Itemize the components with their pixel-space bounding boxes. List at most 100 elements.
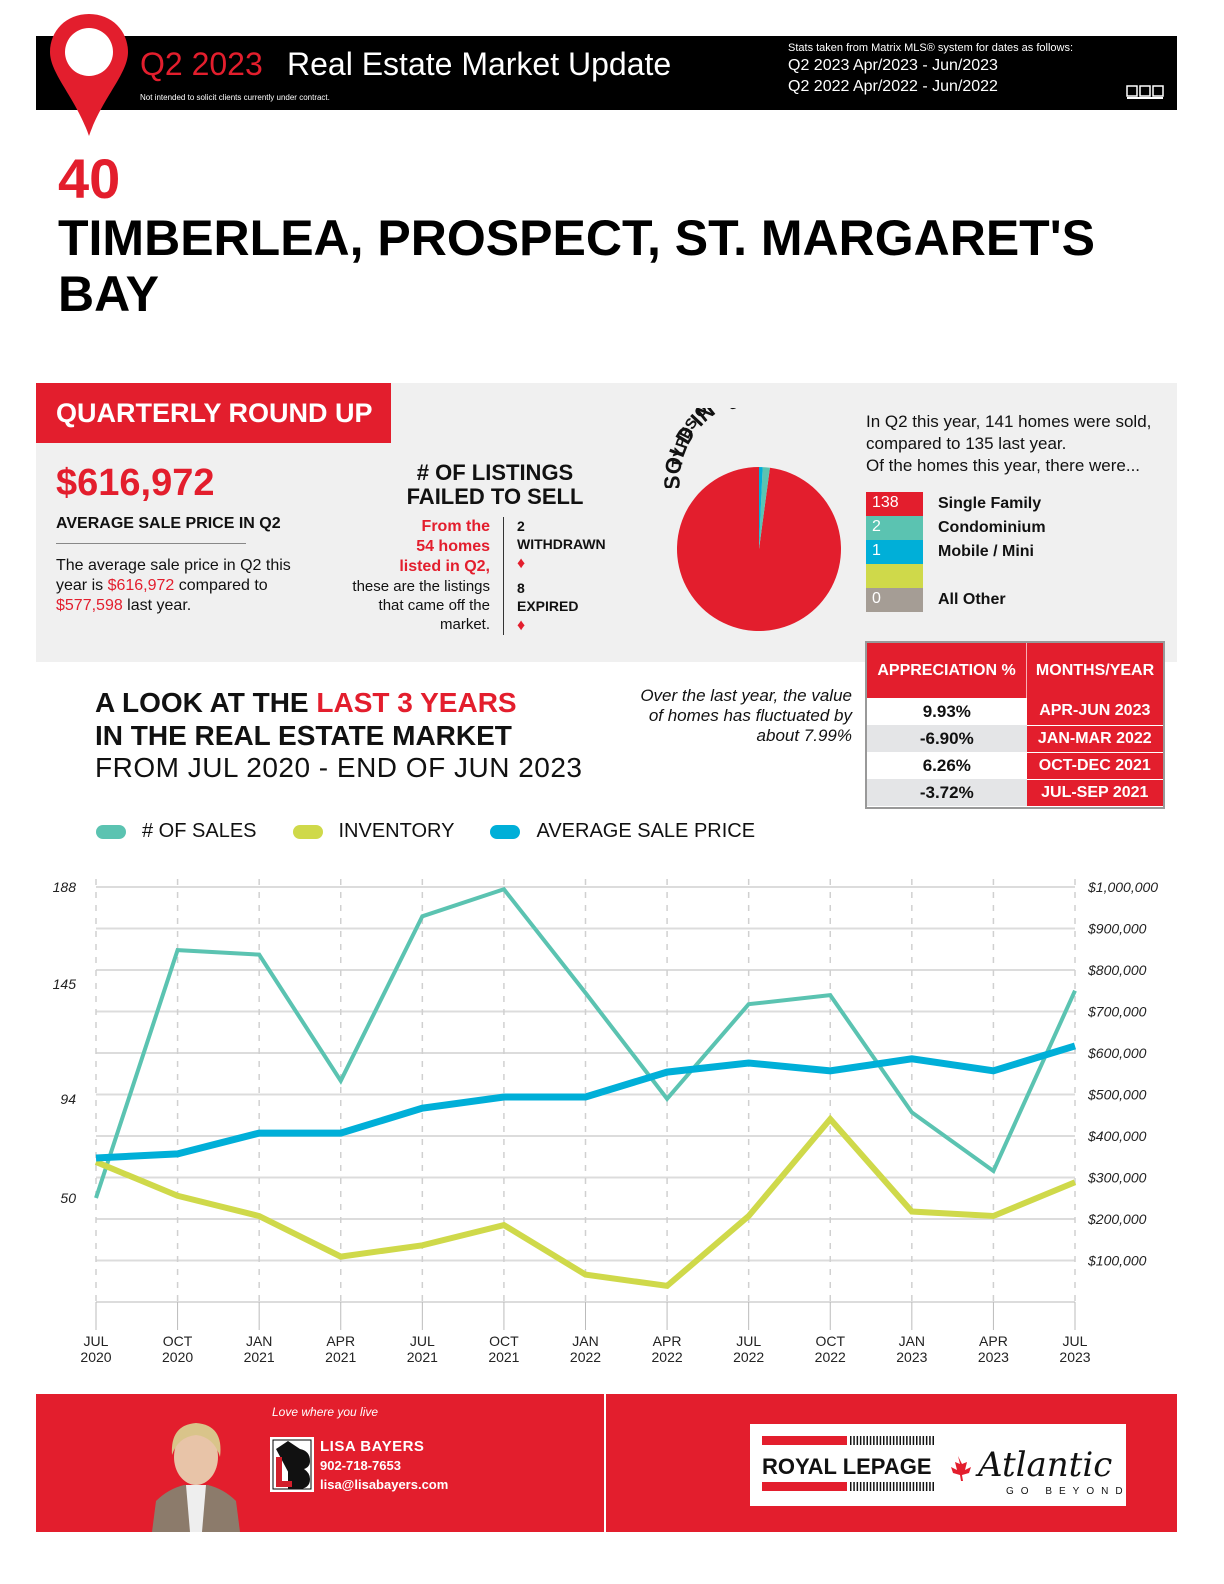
agent-logo-icon [270, 1437, 314, 1492]
y-tick-right: $800,000 [1087, 962, 1147, 978]
desc-text: The average sale price in Q2 this year i… [56, 557, 291, 594]
brokerage-logo: ROYAL LEPAGE Atlantic GO BEYOND [750, 1424, 1126, 1506]
average-price-label: AVERAGE SALE PRICE IN Q2 [56, 515, 281, 532]
agent-info: LISA BAYERS 902-718-7653 lisa@lisabayers… [320, 1437, 448, 1494]
look-title-highlight: LAST 3 YEARS [316, 687, 517, 718]
table-row: -6.90% JAN-MAR 2022 [867, 725, 1163, 753]
legend-label: AVERAGE SALE PRICE [536, 820, 756, 842]
area-name: TIMBERLEA, PROSPECT, ST. MARGARET'S BAY [58, 210, 1095, 322]
legend-item-price: AVERAGE SALE PRICE [490, 820, 755, 843]
home-type-count: 138 [866, 492, 923, 516]
y-tick-left: 145 [53, 976, 77, 992]
listings-breakdown: 2 WITHDRAWN ♦ 8 EXPIRED ♦ [517, 517, 606, 635]
listings-count: 54 homes [416, 538, 490, 555]
brand-name: ROYAL LEPAGE [762, 1454, 932, 1479]
legend-item-inventory: INVENTORY [292, 820, 454, 843]
table-row: 9.93% APR-JUN 2023 [867, 698, 1163, 726]
home-type-row: 138 Single Family [866, 492, 1046, 516]
x-tick-label: JAN [572, 1333, 598, 1349]
x-tick-label: JUL [84, 1333, 109, 1349]
home-type-row: 1 Mobile / Mini [866, 540, 1046, 564]
x-tick-label: JUL [410, 1333, 435, 1349]
x-tick-label: 2021 [488, 1349, 519, 1365]
listings-description: From the 54 homes listed in Q2, these ar… [330, 517, 490, 634]
home-type-count [866, 564, 923, 588]
table-row: -3.72% JUL-SEP 2021 [867, 779, 1163, 807]
appreciation-period: JUL-SEP 2021 [1026, 779, 1163, 807]
listings-title-line: # OF LISTINGS [416, 460, 574, 485]
area-number: 40 [58, 147, 121, 210]
sold-summary-line: Of the homes this year, there were... [866, 456, 1141, 475]
x-tick-label: 2022 [570, 1349, 601, 1365]
look-title: A LOOK AT THE LAST 3 YEARS IN THE REAL E… [95, 686, 517, 752]
diamond-icon: ♦ [517, 555, 526, 572]
y-tick-right: $300,000 [1087, 1170, 1147, 1186]
appreciation-value: -3.72% [867, 779, 1027, 806]
x-tick-label: APR [326, 1333, 355, 1349]
pie-slice-mobile-mini [759, 467, 763, 549]
x-tick-label: JAN [899, 1333, 925, 1349]
x-tick-label: OCT [489, 1333, 519, 1349]
home-type-count: 1 [866, 540, 923, 564]
brand-region: Atlantic [975, 1445, 1112, 1485]
period-current: Q2 2023 Apr/2023 - Jun/2023 [788, 57, 998, 74]
x-tick-label: 2023 [978, 1349, 1009, 1365]
fluctuation-note: Over the last year, the value of homes h… [640, 686, 852, 745]
x-tick-label: APR [979, 1333, 1008, 1349]
x-tick-label: 2020 [80, 1349, 111, 1365]
withdrawn-label: WITHDRAWN [517, 536, 606, 552]
average-price-description: The average sale price in Q2 this year i… [56, 556, 306, 616]
x-tick-label: 2021 [407, 1349, 438, 1365]
legend-swatch [292, 824, 323, 839]
x-tick-label: 2022 [815, 1349, 846, 1365]
y-tick-right: $400,000 [1087, 1128, 1147, 1144]
sold-summary-line: compared to 135 last year. [866, 434, 1067, 453]
desc-current-price: $616,972 [107, 577, 175, 594]
appreciation-value: 9.93% [922, 701, 971, 721]
y-tick-right: $900,000 [1087, 921, 1147, 937]
maple-leaf-icon [951, 1456, 971, 1481]
agent-name: LISA BAYERS [320, 1438, 425, 1455]
legend-swatch [96, 824, 126, 839]
roundup-tag: QUARTERLY ROUND UP [36, 383, 391, 443]
pie-slice-condominium [759, 467, 770, 549]
legend-label: # OF SALES [142, 820, 257, 842]
expired-count: 8 [517, 580, 525, 596]
agent-photo [152, 1423, 240, 1532]
desc-previous-price: $577,598 [56, 597, 123, 614]
legend-item-sales: # OF SALES [96, 820, 257, 843]
agent-phone[interactable]: 902-718-7653 [320, 1458, 401, 1473]
x-tick-label: 2022 [652, 1349, 683, 1365]
listings-from: From the [421, 518, 490, 535]
x-tick-label: 2020 [162, 1349, 193, 1365]
listings-desc: these are the listings that came off the… [352, 578, 490, 633]
x-tick-label: JUL [1063, 1333, 1088, 1349]
home-type-label: All Other [938, 591, 1006, 608]
home-type-count: 0 [866, 588, 923, 612]
pie-chart [677, 467, 841, 631]
header-bar [36, 36, 1177, 110]
y-tick-right: $200,000 [1087, 1211, 1147, 1227]
home-type-row [866, 564, 1046, 588]
x-tick-label: 2021 [244, 1349, 275, 1365]
header-title: Real Estate Market Update [287, 46, 672, 82]
home-type-label: Single Family [938, 495, 1042, 512]
home-type-row: 2 Condominium [866, 516, 1046, 540]
x-tick-label: 2022 [733, 1349, 764, 1365]
stats-note: Stats taken from Matrix MLS® system for … [788, 42, 1074, 54]
agent-email[interactable]: lisa@lisabayers.com [320, 1477, 449, 1492]
location-pin-icon [50, 14, 128, 136]
pie-title: TYPES OF HOMES SOLD IN Q2 [660, 408, 772, 488]
y-tick-left: 50 [60, 1190, 76, 1206]
x-tick-label: APR [653, 1333, 682, 1349]
y-tick-right: $1,000,000 [1087, 879, 1158, 895]
legend-swatch [490, 824, 521, 839]
y-tick-right: $500,000 [1087, 1087, 1147, 1103]
appreciation-period: APR-JUN 2023 [1026, 698, 1163, 726]
appreciation-table: APPRECIATION % MONTHS/YEAR 9.93% APR-JUN … [865, 641, 1165, 809]
home-type-count: 2 [866, 516, 923, 540]
y-tick-right: $600,000 [1087, 1045, 1147, 1061]
average-price: $616,972 [56, 462, 215, 504]
look-subtitle: FROM JUL 2020 - END OF JUN 2023 [95, 752, 583, 783]
divider [503, 517, 504, 635]
